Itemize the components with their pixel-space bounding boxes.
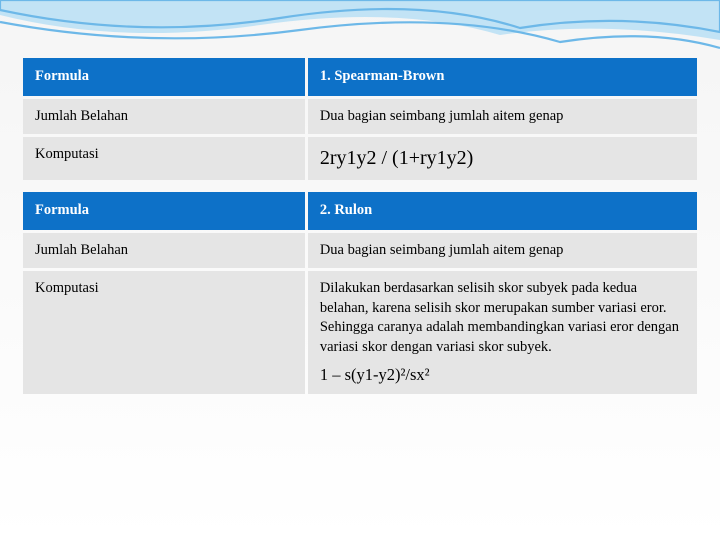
table2-row1-label: Jumlah Belahan bbox=[23, 233, 305, 269]
table1-header-row: Formula 1. Spearman-Brown bbox=[23, 58, 697, 96]
table1-row2: Komputasi 2ry1y2 / (1+ry1y2) bbox=[23, 137, 697, 180]
table1-row1: Jumlah Belahan Dua bagian seimbang jumla… bbox=[23, 99, 697, 135]
table2-header-label: Formula bbox=[23, 192, 305, 230]
table2-header-value: 2. Rulon bbox=[308, 192, 697, 230]
table2-row2-value: Dilakukan berdasarkan selisih skor subye… bbox=[320, 280, 679, 355]
table2-row2-cell: Dilakukan berdasarkan selisih skor subye… bbox=[308, 271, 697, 394]
table2-row2-label: Komputasi bbox=[23, 271, 305, 394]
table1-row1-label: Jumlah Belahan bbox=[23, 99, 305, 135]
table1-row2-value: 2ry1y2 / (1+ry1y2) bbox=[308, 137, 697, 180]
slide-content: Formula 1. Spearman-Brown Jumlah Belahan… bbox=[0, 0, 720, 417]
table2-header-row: Formula 2. Rulon bbox=[23, 192, 697, 230]
table1-row1-value: Dua bagian seimbang jumlah aitem genap bbox=[308, 99, 697, 135]
table1-header-value: 1. Spearman-Brown bbox=[308, 58, 697, 96]
table1-row2-label: Komputasi bbox=[23, 137, 305, 180]
table2-row1-value: Dua bagian seimbang jumlah aitem genap bbox=[308, 233, 697, 269]
formula-tables: Formula 1. Spearman-Brown Jumlah Belahan… bbox=[20, 55, 700, 397]
table1-header-label: Formula bbox=[23, 58, 305, 96]
table2-row1: Jumlah Belahan Dua bagian seimbang jumla… bbox=[23, 233, 697, 269]
table-spacer bbox=[23, 183, 697, 189]
table2-row2: Komputasi Dilakukan berdasarkan selisih … bbox=[23, 271, 697, 394]
table2-row2-formula: 1 – s(y1-y2)²/sx² bbox=[320, 364, 685, 386]
